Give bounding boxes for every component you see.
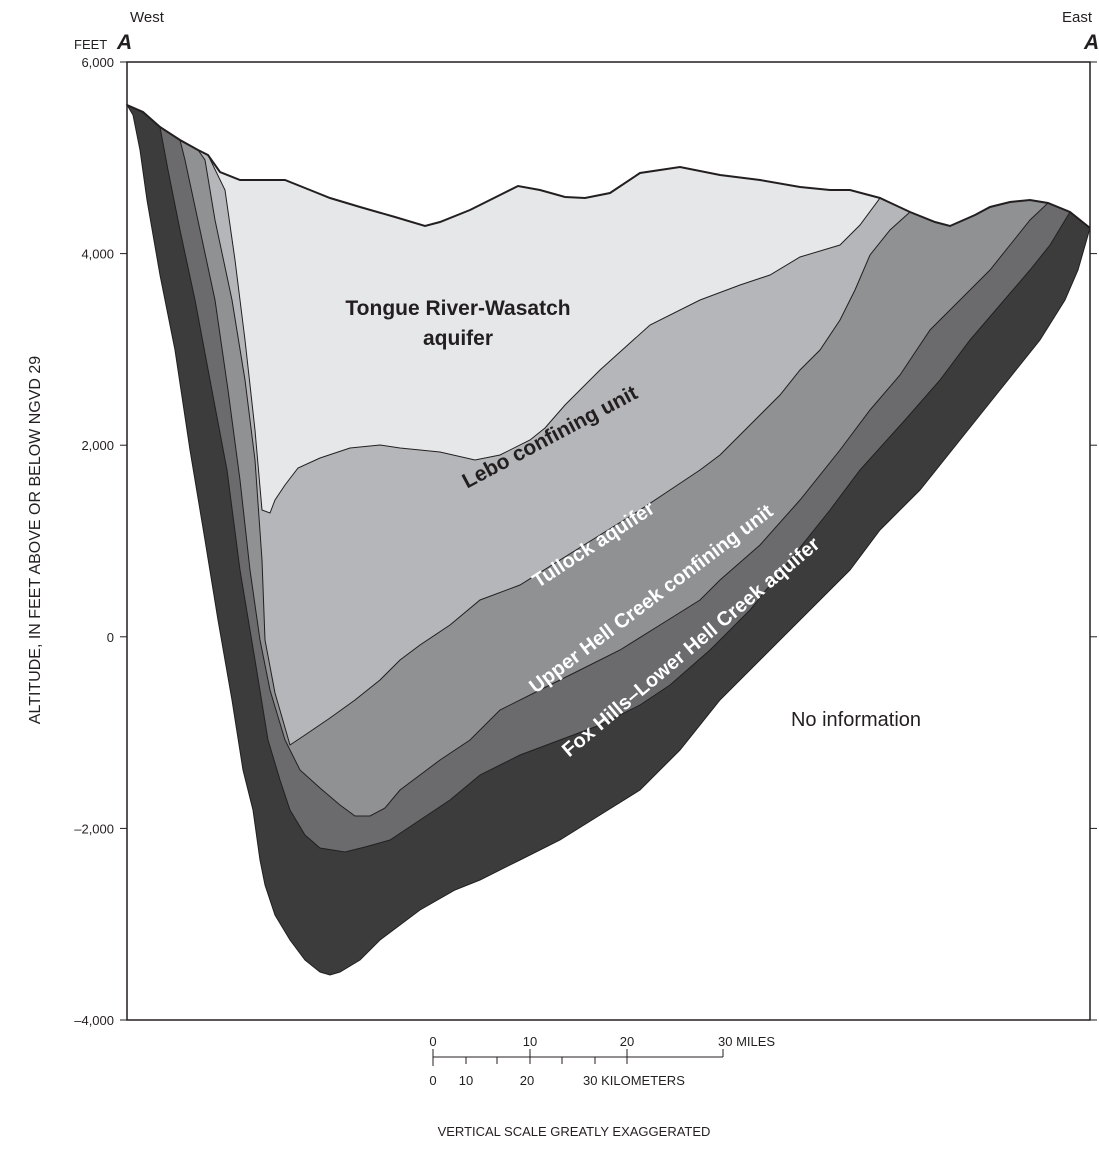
unit-label: aquifer bbox=[423, 327, 493, 350]
scale-label: 10 bbox=[459, 1073, 473, 1088]
scale-note: VERTICAL SCALE GREATLY EXAGGERATED bbox=[438, 1124, 711, 1139]
scale-label: 30 MILES bbox=[718, 1034, 775, 1049]
scale-label: 20 bbox=[520, 1073, 534, 1088]
tick-label: –4,000 bbox=[74, 1013, 114, 1028]
scale-label: 10 bbox=[523, 1034, 537, 1049]
section-marker: A bbox=[1083, 31, 1099, 54]
tick-label: 4,000 bbox=[81, 247, 114, 262]
no-information: No information bbox=[791, 709, 921, 731]
scale-bar bbox=[433, 1049, 723, 1066]
section-marker: A bbox=[116, 31, 132, 54]
scale-labels: 0 10 20 30 MILES 0 10 20 30 KILOMETERS bbox=[429, 1034, 775, 1088]
unit-label: Tongue River-Wasatch bbox=[345, 297, 570, 320]
scale-label: 20 bbox=[620, 1034, 634, 1049]
tick-label: 6,000 bbox=[81, 55, 114, 70]
axis-title: ALTITUDE, IN FEET ABOVE OR BELOW NGVD 29 bbox=[27, 356, 44, 724]
west-label: West bbox=[130, 9, 165, 26]
east-label: East bbox=[1062, 9, 1093, 26]
tick-label: 0 bbox=[107, 630, 114, 645]
scale-label: 0 bbox=[429, 1073, 436, 1088]
cross-section: West East A A FEET ALTITUDE, IN FEET ABO… bbox=[0, 0, 1099, 1145]
tick-label: –2,000 bbox=[74, 821, 114, 836]
scale-label: 30 KILOMETERS bbox=[583, 1073, 685, 1088]
axis-unit: FEET bbox=[74, 37, 107, 52]
scale-label: 0 bbox=[429, 1034, 436, 1049]
tick-label: 2,000 bbox=[81, 438, 114, 453]
